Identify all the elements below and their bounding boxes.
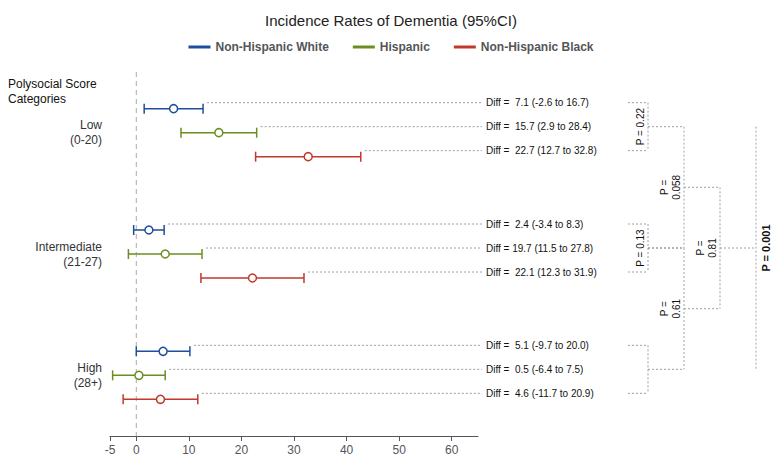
svg-text:Polysocial Score: Polysocial Score [8, 77, 97, 91]
svg-text:0.81: 0.81 [707, 238, 718, 258]
svg-text:30: 30 [287, 443, 301, 457]
svg-text:10: 10 [182, 443, 196, 457]
svg-text:Non-Hispanic Black: Non-Hispanic Black [481, 40, 594, 54]
svg-text:Incidence Rates of Dementia (9: Incidence Rates of Dementia (95%CI) [265, 12, 517, 29]
svg-text:(28+): (28+) [74, 376, 102, 390]
svg-text:40: 40 [340, 443, 354, 457]
svg-text:P = 0.22: P = 0.22 [635, 108, 646, 146]
svg-text:Diff = 5.1 (-9.7 to 20.0): Diff = 5.1 (-9.7 to 20.0) [486, 340, 589, 351]
svg-text:(21-27): (21-27) [63, 255, 102, 269]
svg-text:Diff = 7.1 (-2.6 to 16.7): Diff = 7.1 (-2.6 to 16.7) [486, 97, 589, 108]
svg-text:P = 0.13: P = 0.13 [635, 229, 646, 267]
svg-text:0: 0 [133, 443, 140, 457]
svg-text:High: High [77, 361, 102, 375]
svg-text:Low: Low [80, 118, 102, 132]
svg-text:Hispanic: Hispanic [380, 40, 430, 54]
svg-text:Diff = 22.7 (12.7 to 32.8): Diff = 22.7 (12.7 to 32.8) [486, 145, 597, 156]
svg-text:20: 20 [235, 443, 249, 457]
svg-text:Diff = 19.7 (11.5 to 27.8): Diff = 19.7 (11.5 to 27.8) [486, 243, 593, 254]
svg-text:Categories: Categories [8, 92, 66, 106]
svg-text:0.61: 0.61 [671, 298, 682, 318]
svg-text:P =: P = [659, 180, 670, 195]
svg-text:Diff = 22.1 (12.3 to 31.9): Diff = 22.1 (12.3 to 31.9) [486, 267, 597, 278]
svg-text:Intermediate: Intermediate [35, 240, 102, 254]
svg-text:Diff = 4.6 (-11.7 to 20.9): Diff = 4.6 (-11.7 to 20.9) [486, 388, 594, 399]
svg-text:-5: -5 [105, 443, 116, 457]
svg-text:(0-20): (0-20) [70, 133, 102, 147]
svg-text:50: 50 [392, 443, 406, 457]
svg-text:P =: P = [695, 240, 706, 255]
svg-text:Diff = 15.7 (2.9 to 28.4): Diff = 15.7 (2.9 to 28.4) [486, 121, 591, 132]
svg-text:P =: P = [659, 301, 670, 316]
svg-text:0.058: 0.058 [671, 174, 682, 199]
svg-text:P = 0.001: P = 0.001 [760, 224, 772, 271]
svg-text:60: 60 [445, 443, 459, 457]
svg-text:Diff = 2.4 (-3.4 to 8.3): Diff = 2.4 (-3.4 to 8.3) [486, 219, 583, 230]
svg-text:Non-Hispanic White: Non-Hispanic White [215, 40, 329, 54]
svg-text:Diff = 0.5 (-6.4 to 7.5): Diff = 0.5 (-6.4 to 7.5) [486, 364, 583, 375]
